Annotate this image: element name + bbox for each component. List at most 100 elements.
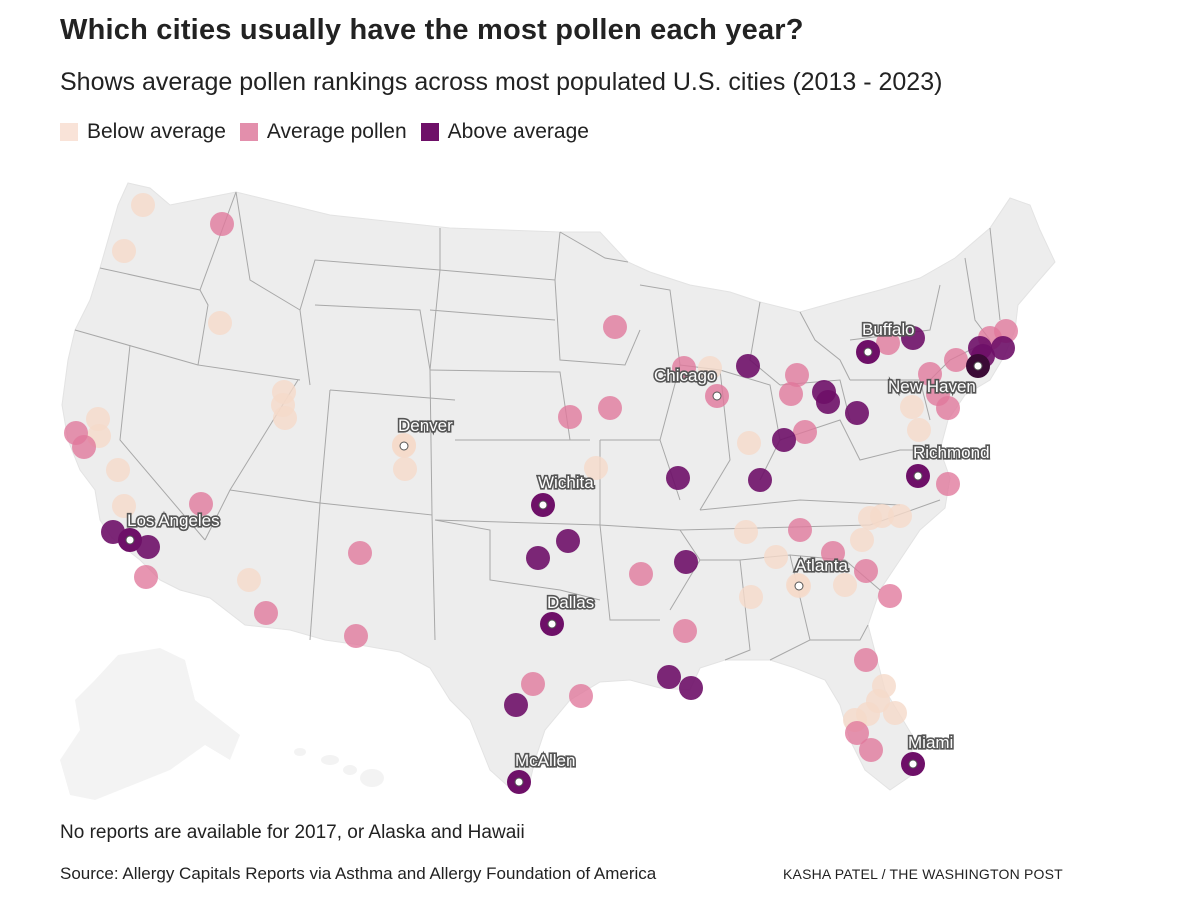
city-marker-above	[772, 428, 796, 452]
city-center-dot	[913, 471, 923, 481]
city-marker-below	[900, 395, 924, 419]
city-marker-average	[878, 584, 902, 608]
label-los-angeles: Los Angeles	[127, 511, 220, 530]
alaska-shape	[60, 648, 240, 800]
city-marker-above	[736, 354, 760, 378]
city-marker-average	[210, 212, 234, 236]
legend-label-above: Above average	[447, 120, 589, 143]
legend-item-below: Below average	[60, 120, 226, 144]
city-marker-average	[672, 356, 696, 380]
city-center-dot	[973, 361, 983, 371]
city-marker-average	[845, 721, 869, 745]
city-marker-above	[526, 546, 550, 570]
legend-swatch-average	[239, 123, 258, 141]
city-marker-above	[136, 535, 160, 559]
city-marker-average	[788, 518, 812, 542]
city-marker-average	[936, 472, 960, 496]
city-marker-below	[698, 356, 722, 380]
city-marker-average	[603, 315, 627, 339]
city-marker-below	[764, 545, 788, 569]
city-marker-below	[112, 239, 136, 263]
label-chicago: Chicago	[654, 366, 716, 385]
city-marker-below	[734, 520, 758, 544]
city-marker-average	[854, 559, 878, 583]
city-marker-average	[876, 331, 900, 355]
city-marker-average	[918, 362, 942, 386]
city-marker-below	[739, 585, 763, 609]
city-marker-below	[393, 457, 417, 481]
city-marker-above	[845, 401, 869, 425]
city-center-dot	[125, 535, 135, 545]
label-dallas: Dallas	[547, 593, 594, 612]
legend-item-above: Above average	[420, 120, 589, 144]
city-marker-below	[907, 418, 931, 442]
city-marker-below	[273, 406, 297, 430]
label-atlanta: Atlanta	[795, 556, 848, 575]
city-marker-above	[504, 693, 528, 717]
chart-title: Which cities usually have the most polle…	[60, 14, 804, 46]
chart-subtitle: Shows average pollen rankings across mos…	[60, 68, 943, 96]
city-marker-average	[569, 684, 593, 708]
city-marker-average	[521, 672, 545, 696]
city-marker-average	[785, 363, 809, 387]
city-marker-average	[859, 738, 883, 762]
city-markers	[64, 193, 1018, 794]
city-marker-average	[936, 396, 960, 420]
city-marker-above	[674, 550, 698, 574]
legend: Below average Average pollen Above avera…	[60, 120, 603, 144]
city-marker-above	[748, 468, 772, 492]
city-center-dot	[863, 347, 873, 357]
city-marker-above	[991, 336, 1015, 360]
city-center-dot	[547, 619, 557, 629]
city-marker-average	[673, 619, 697, 643]
city-marker-below	[106, 458, 130, 482]
city-marker-average	[189, 492, 213, 516]
city-marker-average	[134, 565, 158, 589]
city-marker-average	[793, 420, 817, 444]
label-richmond: Richmond	[913, 443, 990, 462]
label-new-haven: New Haven	[888, 377, 976, 396]
city-marker-below	[850, 528, 874, 552]
footnote: No reports are available for 2017, or Al…	[60, 822, 525, 843]
city-marker-average	[598, 396, 622, 420]
city-marker-below	[86, 407, 110, 431]
city-marker-average	[558, 405, 582, 429]
credit-line: KASHA PATEL / THE WASHINGTON POST	[783, 866, 1063, 882]
city-marker-average	[854, 648, 878, 672]
city-marker-below	[237, 568, 261, 592]
label-wichita: Wichita	[538, 473, 594, 492]
labeled-city-markers	[118, 340, 990, 794]
city-marker-above	[679, 676, 703, 700]
city-marker-average	[821, 541, 845, 565]
city-center-dot	[908, 759, 918, 769]
label-buffalo: Buffalo	[862, 320, 915, 339]
city-center-dot	[538, 500, 548, 510]
legend-label-below: Below average	[87, 120, 226, 143]
legend-swatch-above	[420, 123, 439, 141]
city-marker-above	[666, 466, 690, 490]
legend-label-average: Average pollen	[266, 120, 407, 143]
city-marker-average	[72, 435, 96, 459]
city-marker-below	[112, 494, 136, 518]
city-center-dot	[794, 581, 804, 591]
us-map: Buffalo Chicago New Haven Denver Richmon…	[60, 182, 1056, 800]
city-labels: Buffalo Chicago New Haven Denver Richmon…	[125, 318, 991, 771]
city-marker-average	[348, 541, 372, 565]
label-miami: Miami	[908, 733, 953, 752]
city-marker-below	[584, 456, 608, 480]
city-marker-below	[883, 701, 907, 725]
city-marker-above	[816, 390, 840, 414]
label-denver: Denver	[398, 416, 453, 435]
hawaii-shape	[294, 748, 384, 787]
city-center-dot	[514, 777, 524, 787]
city-marker-below	[870, 504, 894, 528]
city-center-dot	[712, 391, 722, 401]
city-marker-average	[779, 382, 803, 406]
city-marker-above	[556, 529, 580, 553]
city-marker-below	[833, 573, 857, 597]
city-marker-average	[344, 624, 368, 648]
city-marker-below	[737, 431, 761, 455]
city-marker-average	[254, 601, 278, 625]
city-marker-above	[901, 326, 925, 350]
city-marker-below	[131, 193, 155, 217]
